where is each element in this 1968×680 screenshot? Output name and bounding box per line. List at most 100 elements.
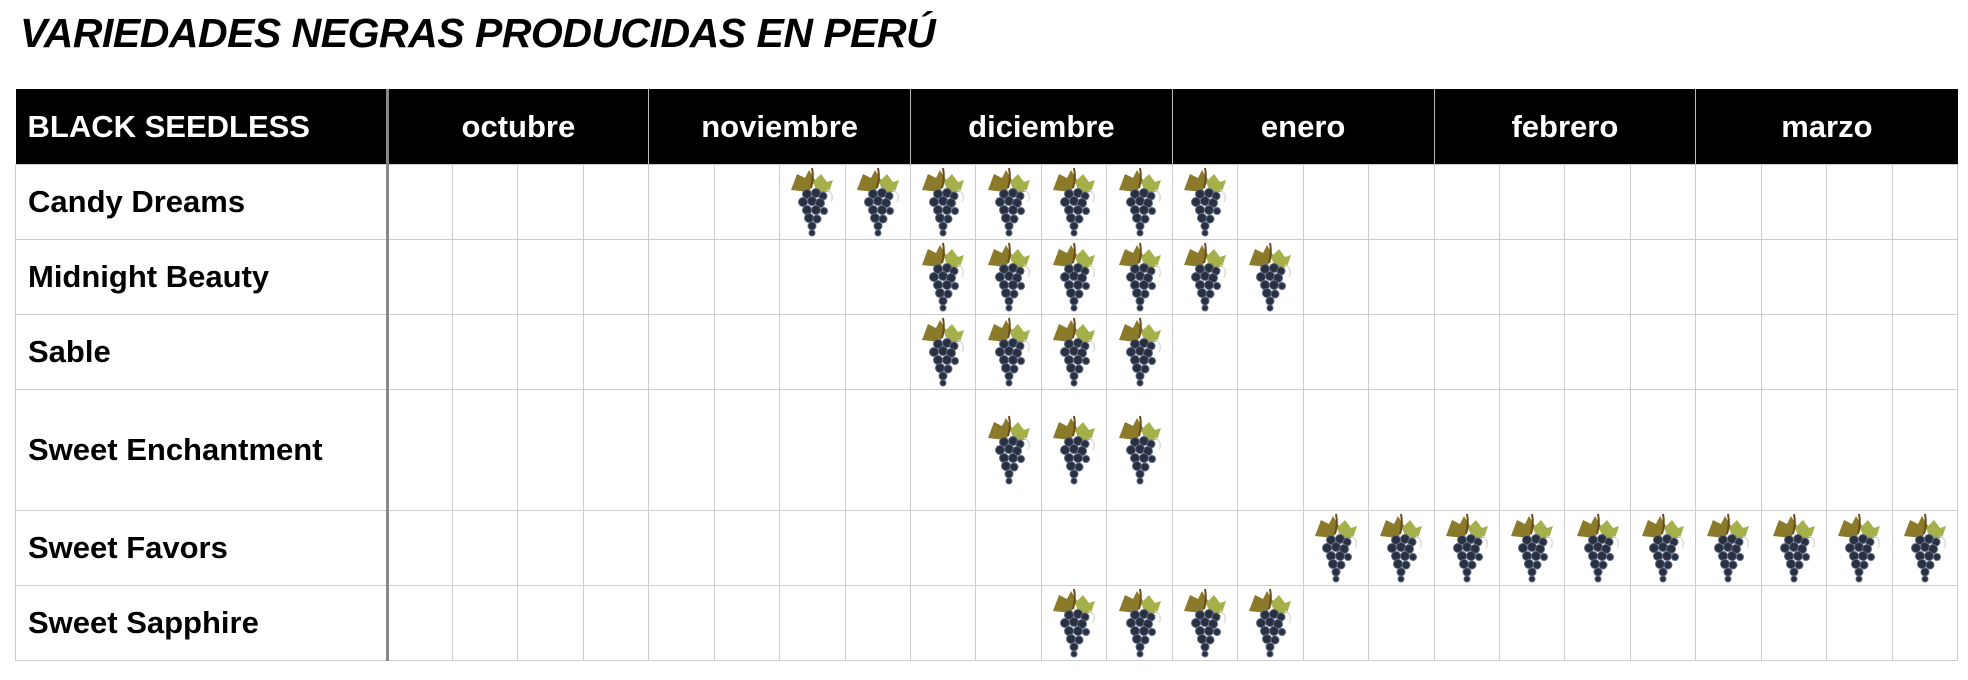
week-cell <box>1433 314 1500 390</box>
week-cell <box>1826 510 1893 586</box>
grape-bunch-icon <box>987 415 1030 485</box>
week-cell <box>713 389 781 511</box>
week-cell <box>1826 389 1893 511</box>
month-header-octubre: octubre <box>386 89 649 165</box>
week-cell <box>1171 389 1239 511</box>
week-cell <box>1826 585 1893 661</box>
grape-bunch-icon <box>1118 242 1161 312</box>
week-cell <box>1629 585 1697 661</box>
week-cell <box>386 510 453 586</box>
week-cell <box>975 239 1042 315</box>
variety-name: Sweet Enchantment <box>15 389 389 511</box>
week-cell <box>779 389 846 511</box>
week-cell <box>648 314 715 390</box>
table-row: Candy Dreams <box>15 164 1959 240</box>
week-cell <box>1760 314 1828 390</box>
week-cell <box>1237 164 1304 240</box>
week-cell <box>582 510 650 586</box>
week-cell <box>582 389 650 511</box>
grape-bunch-icon <box>1183 167 1227 237</box>
week-cell <box>1433 389 1500 511</box>
week-cell <box>517 585 584 661</box>
week-cell <box>1368 585 1435 661</box>
table-row: Sweet Sapphire <box>15 585 1959 661</box>
grape-bunch-icon <box>791 167 834 237</box>
week-cell <box>1498 239 1566 315</box>
week-cell <box>1564 585 1631 661</box>
week-cell <box>1891 239 1959 315</box>
week-cell <box>1433 239 1500 315</box>
week-cell <box>1498 389 1566 511</box>
grape-bunch-icon <box>1445 513 1488 583</box>
week-cell <box>1040 389 1108 511</box>
month-header-noviembre: noviembre <box>648 89 911 165</box>
week-cell <box>386 164 453 240</box>
week-cell <box>1433 510 1500 586</box>
week-cell <box>1106 164 1173 240</box>
week-cell <box>517 389 584 511</box>
week-cell <box>1106 239 1173 315</box>
grape-bunch-icon <box>856 167 899 237</box>
table-row: Sweet Enchantment <box>15 389 1959 511</box>
week-cell <box>844 389 912 511</box>
week-cell <box>1760 389 1828 511</box>
week-cell <box>713 164 781 240</box>
week-cell <box>1171 239 1239 315</box>
week-cell <box>1629 164 1697 240</box>
week-cell <box>1171 164 1239 240</box>
week-cell <box>1695 389 1762 511</box>
week-cell <box>517 314 584 390</box>
grape-bunch-icon <box>922 242 965 312</box>
week-cell <box>1106 510 1173 586</box>
grape-bunch-icon <box>1118 415 1161 485</box>
week-cell <box>517 164 584 240</box>
variety-name: Sweet Sapphire <box>15 585 389 661</box>
week-cell <box>975 314 1042 390</box>
grape-bunch-icon <box>922 167 965 237</box>
week-cell <box>1891 389 1959 511</box>
week-cell <box>1760 585 1828 661</box>
week-cell <box>1826 314 1893 390</box>
week-cell <box>1695 510 1762 586</box>
week-cell <box>1498 314 1566 390</box>
week-cell <box>1891 314 1959 390</box>
grape-bunch-icon <box>922 317 965 387</box>
week-cell <box>779 164 846 240</box>
week-cell <box>1891 510 1959 586</box>
week-cell <box>1368 239 1435 315</box>
week-cell <box>1302 585 1370 661</box>
week-cell <box>1433 585 1500 661</box>
week-cell <box>1302 510 1370 586</box>
grape-bunch-icon <box>1053 317 1096 387</box>
week-cell <box>1629 389 1697 511</box>
week-cell <box>1171 585 1239 661</box>
grape-bunch-icon <box>1118 317 1161 387</box>
week-cell <box>582 314 650 390</box>
table-row: Sweet Favors <box>15 510 1959 586</box>
grape-bunch-icon <box>1118 588 1161 658</box>
week-cell <box>909 239 977 315</box>
week-cell <box>1695 314 1762 390</box>
week-cell <box>1564 239 1631 315</box>
week-cell <box>1695 585 1762 661</box>
week-cell <box>1695 239 1762 315</box>
week-cell <box>1695 164 1762 240</box>
variety-name: Sable <box>15 314 389 390</box>
week-cell <box>975 389 1042 511</box>
week-cell <box>909 510 977 586</box>
grape-bunch-icon <box>1380 513 1423 583</box>
week-cell <box>648 389 715 511</box>
week-cell <box>713 585 781 661</box>
week-cell <box>451 164 519 240</box>
grape-bunch-icon <box>1642 513 1685 583</box>
grape-bunch-icon <box>987 167 1030 237</box>
grape-bunch-icon <box>1249 588 1292 658</box>
week-cell <box>386 239 453 315</box>
week-cell <box>386 314 453 390</box>
week-cell <box>1040 314 1108 390</box>
week-cell <box>1040 585 1108 661</box>
page-title: VARIEDADES NEGRAS PRODUCIDAS EN PERÚ <box>20 10 936 56</box>
grape-bunch-icon <box>987 242 1030 312</box>
week-cell <box>648 510 715 586</box>
week-cell <box>648 239 715 315</box>
